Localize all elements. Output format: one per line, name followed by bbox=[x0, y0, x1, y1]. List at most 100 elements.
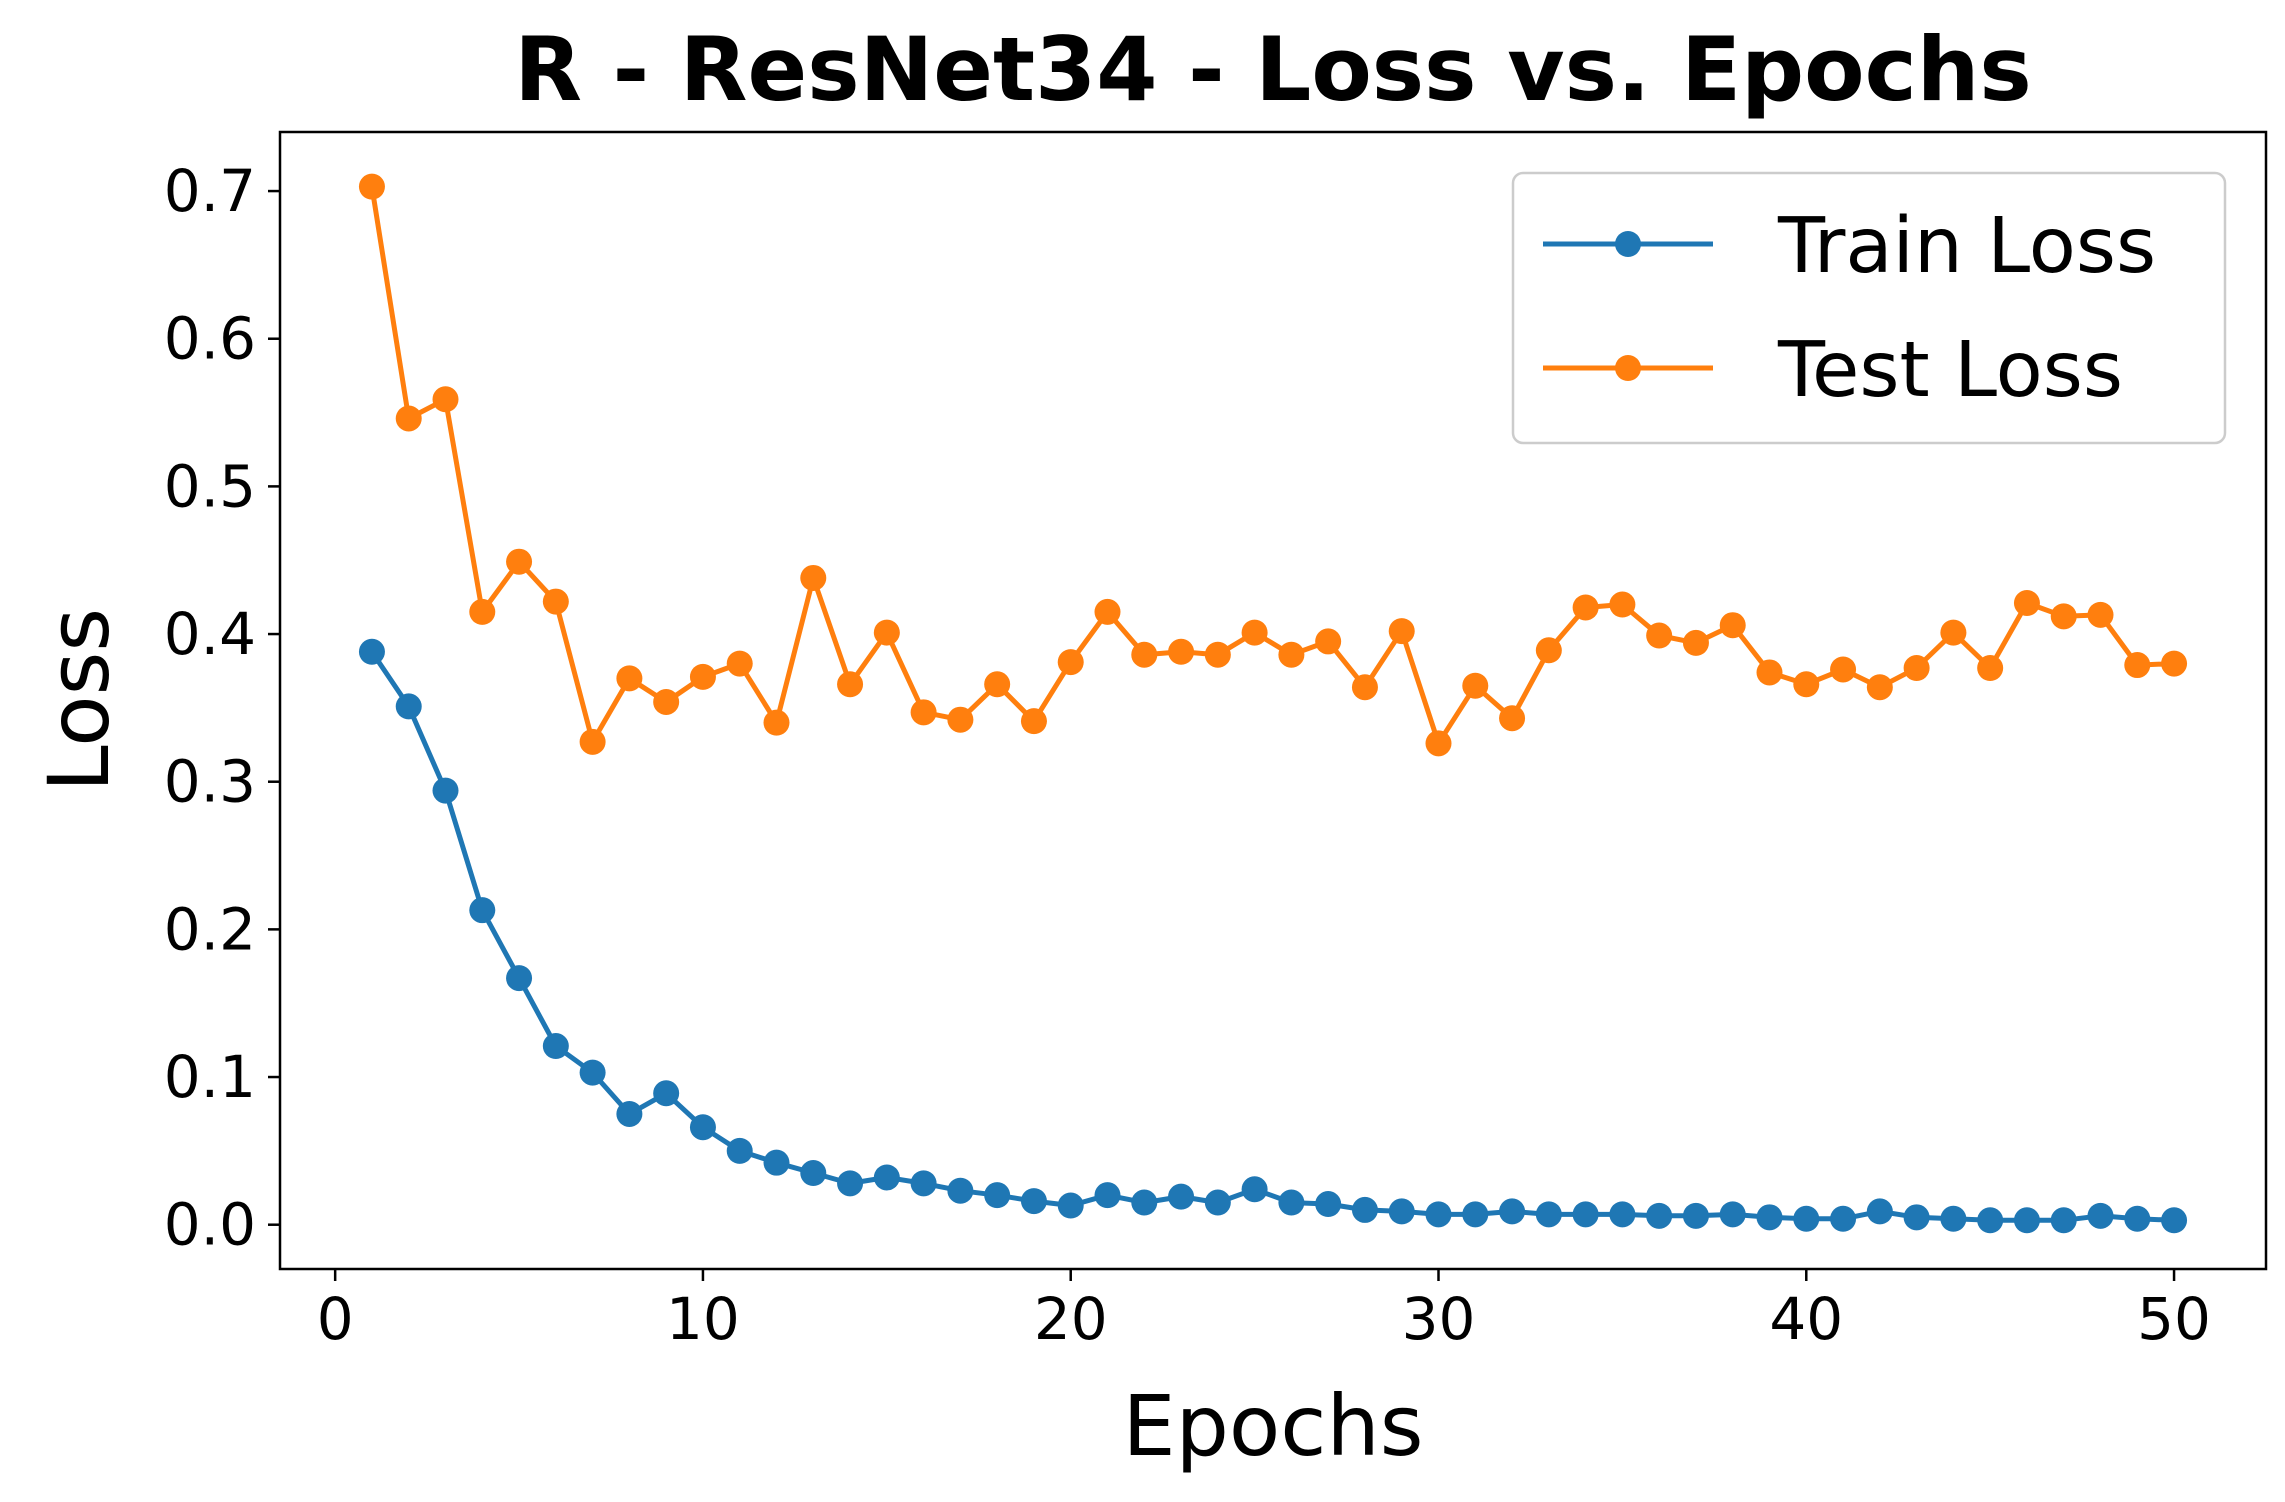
y-tick-label: 0.7 bbox=[164, 157, 256, 225]
test-loss-point bbox=[469, 598, 496, 625]
train-loss-point bbox=[1425, 1201, 1452, 1228]
plot-area bbox=[358, 173, 2188, 1234]
test-loss-point bbox=[837, 671, 864, 698]
train-loss-point bbox=[653, 1080, 680, 1107]
train-loss-point bbox=[1793, 1205, 1820, 1232]
train-loss-point bbox=[1977, 1207, 2004, 1234]
series-train-loss bbox=[358, 638, 2188, 1234]
x-tick-label: 30 bbox=[1402, 1285, 1476, 1353]
y-tick-label: 0.3 bbox=[164, 748, 256, 816]
train-loss-point bbox=[984, 1182, 1011, 1209]
test-loss-point bbox=[689, 663, 716, 690]
y-axis: 0.0 0.1 0.2 0.3 0.4 0.5 0.6 0.7 bbox=[164, 157, 280, 1259]
test-loss-point bbox=[1646, 622, 1673, 649]
train-loss-point bbox=[1204, 1189, 1231, 1216]
train-loss-point bbox=[2050, 1207, 2077, 1234]
train-loss-point bbox=[947, 1177, 974, 1204]
legend-box bbox=[1511, 171, 2227, 445]
train-loss-point bbox=[2124, 1205, 2151, 1232]
test-loss-point bbox=[1793, 671, 1820, 698]
train-loss-point bbox=[1020, 1188, 1047, 1215]
test-loss-point bbox=[2161, 650, 2188, 677]
legend-label: Test Loss bbox=[1777, 326, 2123, 415]
train-loss-point bbox=[1609, 1201, 1636, 1228]
legend-swatch-marker bbox=[1615, 355, 1641, 381]
test-loss-point bbox=[506, 548, 533, 575]
y-tick-label: 0.6 bbox=[164, 305, 256, 373]
test-loss-point bbox=[1940, 619, 1967, 646]
train-loss-point bbox=[1682, 1202, 1709, 1229]
train-loss-point bbox=[1572, 1201, 1599, 1228]
test-loss-point bbox=[432, 386, 459, 413]
test-loss-point bbox=[1425, 730, 1452, 757]
test-loss-point bbox=[910, 699, 937, 726]
test-loss-point bbox=[1351, 674, 1378, 701]
train-loss-point bbox=[837, 1170, 864, 1197]
train-loss-point bbox=[1756, 1204, 1783, 1231]
train-loss-point bbox=[1830, 1205, 1857, 1232]
test-loss-point bbox=[395, 405, 422, 432]
test-loss-point bbox=[763, 709, 790, 736]
train-loss-point bbox=[1241, 1176, 1268, 1203]
test-loss-point bbox=[726, 650, 753, 677]
test-loss-point bbox=[1462, 672, 1489, 699]
test-loss-point bbox=[1094, 598, 1121, 625]
train-loss-point bbox=[1278, 1189, 1305, 1216]
test-loss-point bbox=[542, 588, 569, 615]
test-loss-point bbox=[2124, 652, 2151, 679]
x-axis-label: Epochs bbox=[1123, 1377, 1424, 1475]
test-loss-point bbox=[1168, 638, 1195, 665]
train-loss-point bbox=[2087, 1202, 2114, 1229]
x-tick-label: 20 bbox=[1034, 1285, 1108, 1353]
x-axis: 0 10 20 30 40 50 bbox=[317, 1269, 2211, 1353]
train-loss-point bbox=[1131, 1189, 1158, 1216]
legend: Train Loss Test Loss bbox=[1511, 171, 2227, 445]
test-loss-point bbox=[2050, 603, 2077, 630]
train-loss-point bbox=[763, 1149, 790, 1176]
test-loss-point bbox=[1315, 628, 1342, 655]
train-loss-point bbox=[1462, 1201, 1489, 1228]
y-axis-label: Loss bbox=[30, 608, 128, 792]
train-loss-point bbox=[469, 897, 496, 924]
train-loss-point bbox=[1315, 1191, 1342, 1218]
chart-title: R - ResNet34 - Loss vs. Epochs bbox=[514, 18, 2032, 121]
train-loss-point bbox=[2013, 1207, 2040, 1234]
legend-item-train-loss: Train Loss bbox=[1543, 202, 2156, 291]
test-loss-point bbox=[616, 665, 643, 692]
test-loss-point bbox=[1278, 641, 1305, 668]
test-loss-point bbox=[1204, 641, 1231, 668]
legend-swatch-marker bbox=[1615, 231, 1641, 257]
y-tick-label: 0.1 bbox=[164, 1043, 256, 1111]
test-loss-point bbox=[1903, 655, 1930, 682]
test-loss-point bbox=[1499, 705, 1526, 732]
test-loss-point bbox=[1020, 708, 1047, 735]
train-loss-point bbox=[1903, 1204, 1930, 1231]
test-loss-point bbox=[1131, 641, 1158, 668]
legend-label: Train Loss bbox=[1777, 202, 2156, 291]
plot-frame bbox=[278, 130, 2268, 1271]
test-loss-point bbox=[984, 671, 1011, 698]
test-loss-point bbox=[2087, 601, 2114, 628]
test-loss-point bbox=[1682, 629, 1709, 656]
test-loss-point bbox=[1388, 618, 1415, 645]
test-loss-point bbox=[1609, 591, 1636, 618]
test-loss-point bbox=[947, 706, 974, 733]
legend-item-test-loss: Test Loss bbox=[1543, 326, 2123, 415]
train-loss-point bbox=[873, 1164, 900, 1191]
test-loss-point bbox=[1866, 674, 1893, 701]
test-loss-point bbox=[1241, 619, 1268, 646]
x-tick-label: 50 bbox=[2137, 1285, 2211, 1353]
train-loss-point bbox=[1057, 1192, 1084, 1219]
train-loss-point bbox=[358, 638, 385, 665]
train-loss-point bbox=[1499, 1198, 1526, 1225]
train-loss-point bbox=[1388, 1198, 1415, 1225]
train-loss-point bbox=[1351, 1196, 1378, 1223]
train-loss-point bbox=[542, 1033, 569, 1060]
test-loss-point bbox=[1756, 659, 1783, 686]
test-loss-point bbox=[1572, 594, 1599, 621]
y-tick-label: 0.4 bbox=[164, 600, 256, 668]
train-loss-point bbox=[1094, 1182, 1121, 1209]
test-loss-point bbox=[1057, 649, 1084, 676]
test-loss-point bbox=[579, 728, 606, 755]
